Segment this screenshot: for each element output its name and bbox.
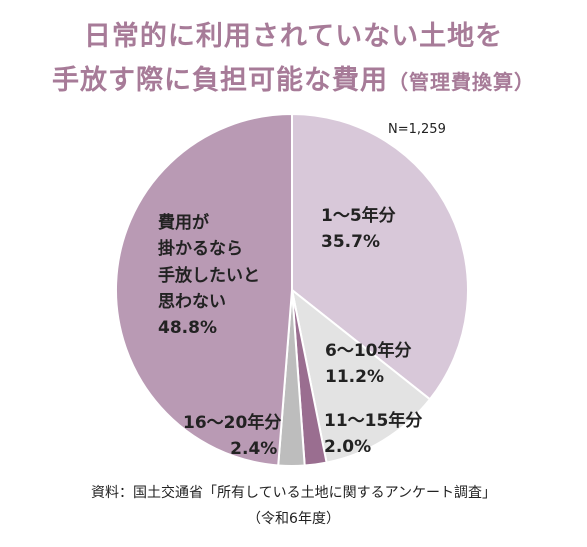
slice-6-10-years [290, 287, 432, 464]
chart-title-main: 手放す際に負担可能な費用 [52, 65, 388, 96]
slice-name: 16〜20年分 [183, 413, 282, 433]
slice-value: 48.8% [158, 318, 217, 339]
chart-title-line1: 日常的に利用されていない土地を [83, 21, 504, 52]
slice-label-11-15-years: 11〜15年分 2.0% [324, 408, 422, 461]
slice-label-1-5-years: 1〜5年分 35.7% [321, 203, 396, 256]
source-note-year: （令和6年度） [247, 511, 340, 527]
slice-label-16-20-years: 16〜20年分 2.4% [183, 410, 281, 463]
slice-value: 35.7% [321, 232, 380, 253]
sample-size-label: N=1,259 [388, 122, 446, 137]
source-note: 資料：国土交通省「所有している土地に関するアンケート調査」 [90, 485, 497, 501]
slice-label-not-willing: 費用が 掛かるなら 手放したいと 思わない 48.8% [158, 210, 260, 342]
slice-label-6-10-years: 6〜10年分 11.2% [325, 338, 412, 391]
slice-value: 2.0% [324, 437, 372, 458]
slice-name: 6〜10年分 [325, 341, 412, 361]
slice-name-line: 掛かるなら [158, 239, 243, 260]
slice-value: 11.2% [325, 367, 384, 388]
slice-value: 2.4% [230, 439, 278, 460]
slice-1-5-years [291, 112, 469, 401]
slice-name-line: 手放したいと [158, 265, 260, 286]
slice-name-line: 思わない [158, 292, 226, 313]
slice-not-willing [114, 112, 293, 467]
chart-title-paren: （管理費換算） [388, 70, 535, 94]
slice-name: 11〜15年分 [324, 411, 423, 431]
slice-name: 1〜5年分 [321, 206, 396, 226]
slice-name-line: 費用が [158, 213, 209, 233]
chart-title-line2: 手放す際に負担可能な費用（管理費換算） [0, 58, 587, 97]
